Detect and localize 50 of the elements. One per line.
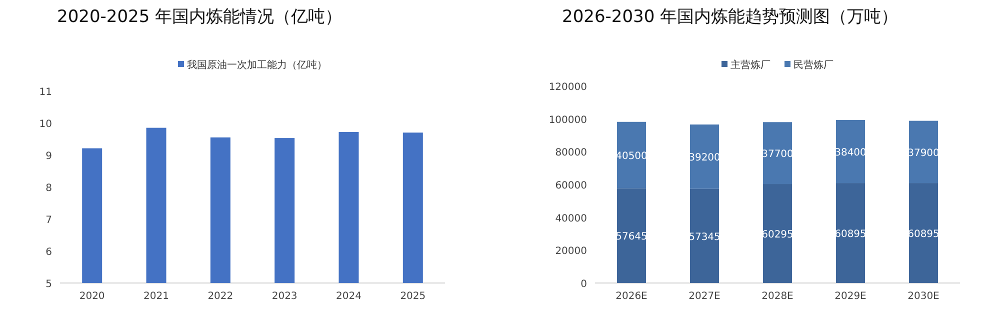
bar bbox=[909, 120, 938, 184]
y-tick-label: 8 bbox=[46, 183, 52, 194]
bar bbox=[617, 188, 646, 283]
y-tick-label: 0 bbox=[580, 279, 587, 290]
y-tick-label: 9 bbox=[46, 151, 52, 162]
x-tick-label: 2027E bbox=[688, 291, 720, 302]
y-tick-label: 7 bbox=[46, 215, 52, 226]
bar bbox=[763, 184, 792, 283]
y-tick-label: 11 bbox=[39, 87, 52, 98]
data-label: 40500 bbox=[616, 151, 648, 162]
y-tick-label: 60000 bbox=[555, 180, 587, 192]
data-label: 57345 bbox=[688, 232, 720, 243]
bar bbox=[836, 120, 865, 184]
x-tick-label: 2020 bbox=[79, 291, 105, 302]
chart-title: 2020-2025 年国内炼能情况（亿吨） bbox=[57, 7, 342, 27]
y-tick-label: 6 bbox=[46, 247, 52, 258]
data-label: 37700 bbox=[762, 149, 794, 160]
bar bbox=[836, 183, 865, 283]
data-label: 38400 bbox=[834, 148, 866, 159]
bar bbox=[909, 183, 938, 283]
y-tick-label: 5 bbox=[46, 279, 52, 290]
chart-title: 2026-2030 年国内炼能趋势预测图（万吨） bbox=[562, 7, 898, 27]
data-label: 39200 bbox=[688, 152, 720, 164]
y-tick-label: 40000 bbox=[555, 213, 587, 224]
data-label: 37900 bbox=[908, 148, 940, 159]
y-tick-label: 120000 bbox=[548, 82, 587, 93]
x-tick-label: 2028E bbox=[762, 291, 794, 302]
x-tick-label: 2021 bbox=[144, 291, 169, 302]
legend-label: 民营炼厂 bbox=[794, 59, 834, 71]
bar bbox=[690, 188, 719, 283]
y-tick-label: 80000 bbox=[555, 148, 587, 159]
legend-label: 我国原油一次加工能力（亿吨） bbox=[187, 59, 327, 71]
x-tick-label: 2024 bbox=[336, 291, 362, 302]
data-label: 60295 bbox=[762, 230, 794, 241]
bar bbox=[617, 122, 646, 188]
x-tick-label: 2023 bbox=[272, 291, 298, 302]
x-tick-label: 2022 bbox=[208, 291, 234, 302]
x-tick-label: 2029E bbox=[834, 291, 866, 302]
bar bbox=[690, 124, 719, 189]
x-tick-label: 2026E bbox=[616, 291, 648, 302]
data-label: 57645 bbox=[616, 232, 648, 243]
data-label: 60895 bbox=[908, 229, 940, 240]
x-tick-label: 2025 bbox=[400, 291, 426, 302]
y-tick-label: 10 bbox=[39, 119, 52, 130]
legend-label: 主营炼厂 bbox=[730, 59, 770, 71]
bar bbox=[763, 122, 792, 184]
x-tick-label: 2030E bbox=[908, 291, 940, 302]
y-tick-label: 20000 bbox=[555, 246, 587, 258]
y-tick-label: 100000 bbox=[548, 114, 587, 126]
data-label: 60895 bbox=[834, 229, 866, 240]
